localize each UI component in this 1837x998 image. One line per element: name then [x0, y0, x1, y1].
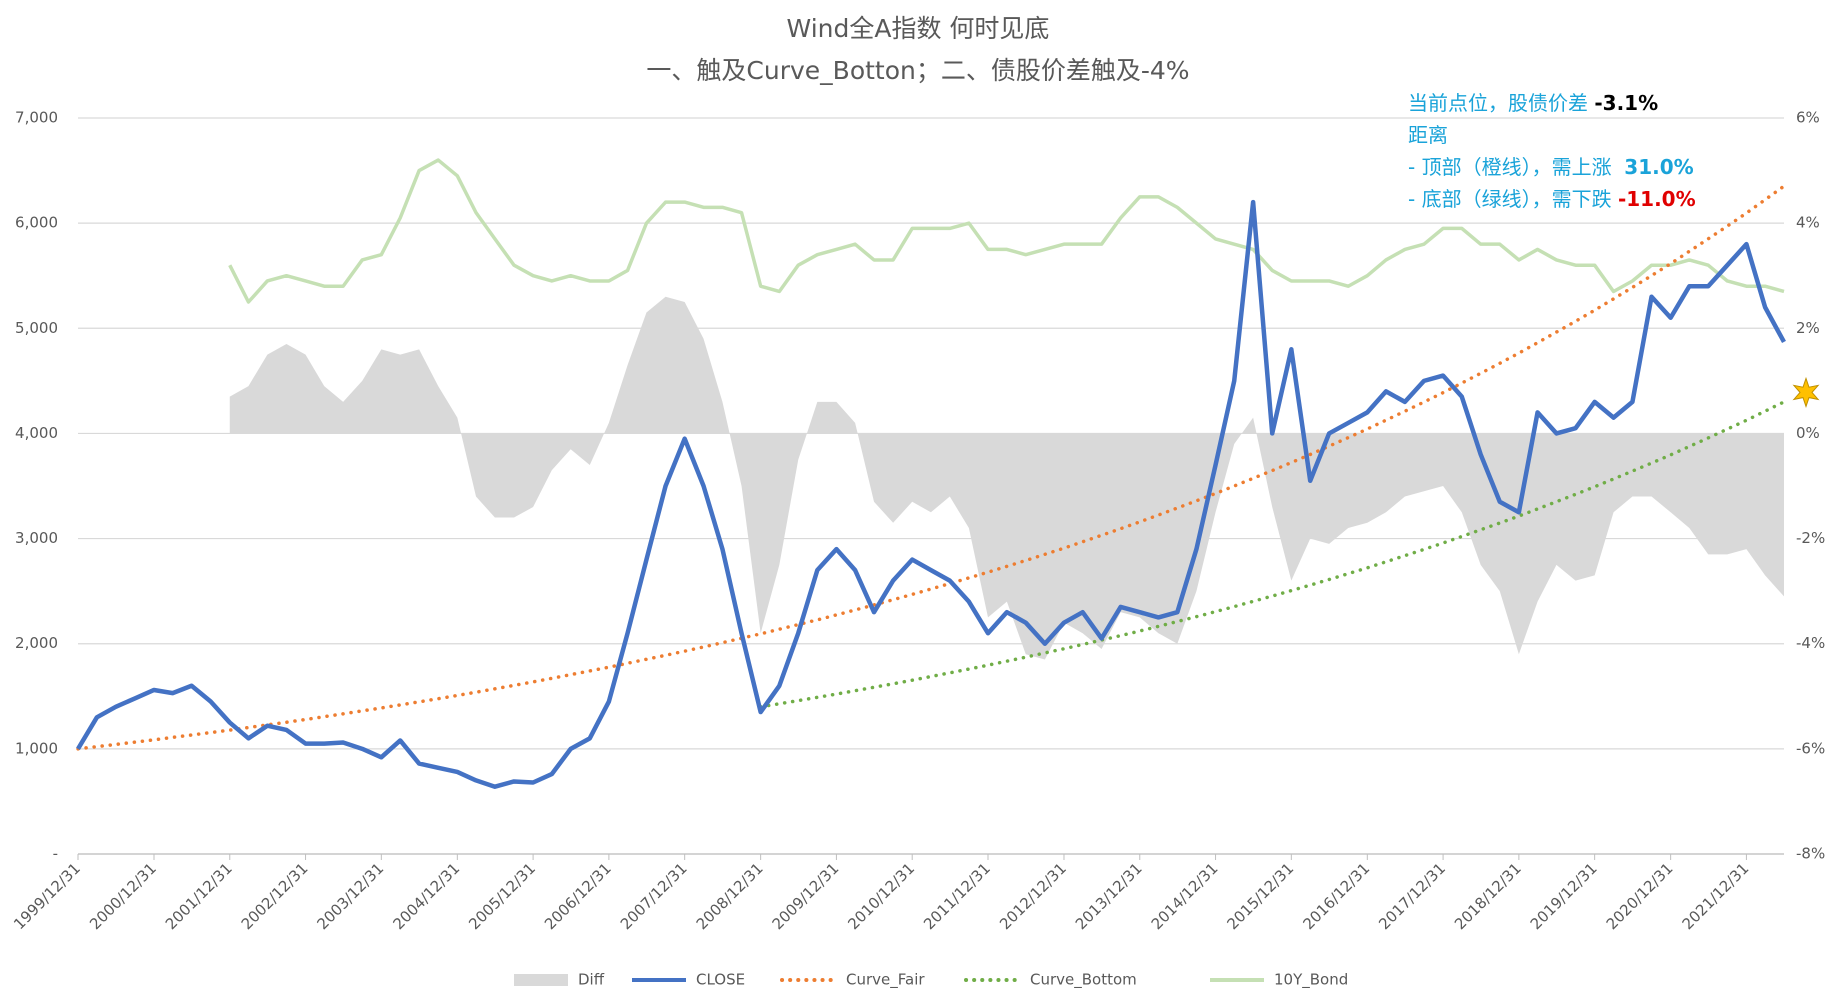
x-tick-label: 2021/12/31: [1679, 859, 1753, 933]
x-tick-label: 2007/12/31: [617, 859, 691, 933]
x-tick-label: 2005/12/31: [465, 859, 539, 933]
annotation-part: - 顶部（橙线），需上涨: [1408, 155, 1624, 179]
x-tick-label: 2013/12/31: [1072, 859, 1146, 933]
annotation-part: -11.0%: [1618, 187, 1696, 211]
y-tick-label: 1,000: [15, 739, 58, 757]
y2-tick-label: -2%: [1796, 529, 1825, 547]
star-marker: [1792, 376, 1820, 408]
annotation-part: -3.1%: [1594, 91, 1658, 115]
annotation: 当前点位，股债价差 -3.1%: [1408, 91, 1658, 115]
x-tick-label: 2004/12/31: [389, 859, 463, 933]
x-tick-label: 2019/12/31: [1527, 859, 1601, 933]
x-tick-label: 2015/12/31: [1223, 859, 1297, 933]
annotation-part: - 底部（绿线），需下跌: [1408, 187, 1618, 211]
x-tick-label: 1999/12/31: [10, 859, 84, 933]
annotation-part: 31.0%: [1624, 155, 1693, 179]
line: [76, 199, 1786, 789]
legend-label: 10Y_Bond: [1274, 971, 1348, 990]
chart-subtitle: 一、触及Curve_Botton；二、债股价差触及-4%: [646, 56, 1189, 85]
y-tick-label: 3,000: [15, 529, 58, 547]
y-tick-label: -: [53, 845, 58, 863]
x-tick-label: 2009/12/31: [769, 859, 843, 933]
legend-swatch: [514, 974, 568, 986]
y2-tick-label: 2%: [1796, 319, 1820, 337]
x-tick-label: 2017/12/31: [1375, 859, 1449, 933]
x-tick-label: 2002/12/31: [238, 859, 312, 933]
annotation-part: 当前点位，股债价差: [1408, 91, 1594, 115]
x-tick-label: 2006/12/31: [541, 859, 615, 933]
y-tick-label: 6,000: [15, 214, 58, 232]
x-tick-label: 2018/12/31: [1451, 859, 1525, 933]
x-tick-label: 2016/12/31: [1299, 859, 1373, 933]
y-tick-label: 5,000: [15, 319, 58, 337]
legend-label: CLOSE: [696, 971, 745, 989]
y2-tick-label: 4%: [1796, 214, 1820, 232]
x-tick-label: 2014/12/31: [1148, 859, 1222, 933]
annotation: - 顶部（橙线），需上涨 31.0%: [1408, 155, 1694, 179]
legend-label: Diff: [578, 971, 605, 989]
annotation-part: 距离: [1408, 123, 1448, 147]
legend-label: Curve_Fair: [846, 971, 925, 990]
x-tick-label: 2003/12/31: [313, 859, 387, 933]
y2-tick-label: 0%: [1796, 424, 1820, 442]
annotation: - 底部（绿线），需下跌 -11.0%: [1408, 187, 1696, 211]
y2-tick-label: -6%: [1796, 739, 1825, 757]
x-tick-label: 2010/12/31: [844, 859, 918, 933]
area: [229, 296, 1784, 660]
x-tick-label: 2008/12/31: [693, 859, 767, 933]
y-tick-label: 7,000: [15, 109, 58, 127]
line: [228, 158, 1785, 304]
x-tick-label: 2000/12/31: [86, 859, 160, 933]
y-tick-label: 2,000: [15, 634, 58, 652]
y2-tick-label: -4%: [1796, 634, 1825, 652]
annotation: 距离: [1408, 123, 1448, 147]
chart-title: Wind全A指数 何时见底: [787, 14, 1050, 43]
legend-label: Curve_Bottom: [1030, 971, 1137, 990]
y2-tick-label: -8%: [1796, 845, 1825, 863]
x-tick-label: 2001/12/31: [162, 859, 236, 933]
x-tick-label: 2011/12/31: [920, 859, 994, 933]
x-tick-label: 2012/12/31: [996, 859, 1070, 933]
y-tick-label: 4,000: [15, 424, 58, 442]
line: [76, 184, 1786, 751]
x-tick-label: 2020/12/31: [1603, 859, 1677, 933]
y2-tick-label: 6%: [1796, 109, 1820, 127]
